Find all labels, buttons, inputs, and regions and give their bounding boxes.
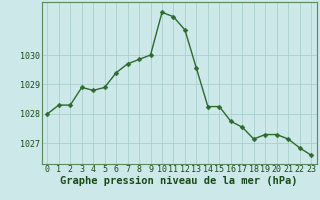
X-axis label: Graphe pression niveau de la mer (hPa): Graphe pression niveau de la mer (hPa): [60, 176, 298, 186]
